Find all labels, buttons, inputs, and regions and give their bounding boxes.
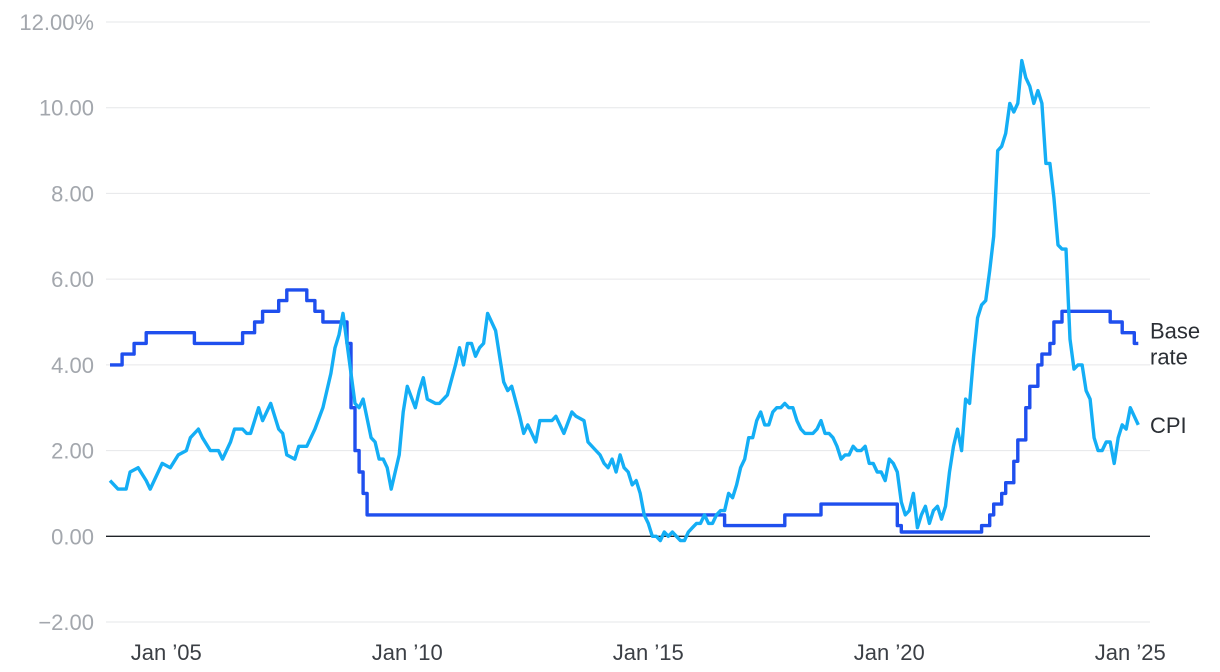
x-axis-tick-labels: Jan ’05 Jan ’10 Jan ’15 Jan ’20 Jan ’25 xyxy=(131,640,1166,665)
y-tick-label: 2.00 xyxy=(51,439,94,464)
gridlines xyxy=(106,21,1150,623)
y-tick-label: 4.00 xyxy=(51,353,94,378)
series-lines xyxy=(108,58,1140,543)
y-tick-label: 8.00 xyxy=(51,181,94,206)
x-tick-label: Jan ’15 xyxy=(613,640,684,665)
y-tick-label: 10.00 xyxy=(39,96,94,121)
x-tick-label: Jan ’10 xyxy=(372,640,443,665)
series-line-cpi xyxy=(108,58,1140,543)
legend-label-base-rate: Base xyxy=(1150,318,1200,343)
x-tick-label: Jan ’05 xyxy=(131,640,202,665)
y-tick-label: 0.00 xyxy=(51,524,94,549)
legend-label-base-rate: rate xyxy=(1150,344,1188,369)
y-tick-label: −2.00 xyxy=(38,610,94,635)
x-tick-label: Jan ’25 xyxy=(1095,640,1166,665)
x-tick-label: Jan ’20 xyxy=(854,640,925,665)
y-tick-label: 6.00 xyxy=(51,267,94,292)
series-line-base-rate xyxy=(110,288,1139,534)
legend-label-cpi: CPI xyxy=(1150,413,1187,438)
y-axis-tick-labels: 12.00% 10.00 8.00 6.00 4.00 2.00 0.00 −2.00 xyxy=(19,10,94,635)
y-tick-label: 12.00% xyxy=(19,10,94,35)
